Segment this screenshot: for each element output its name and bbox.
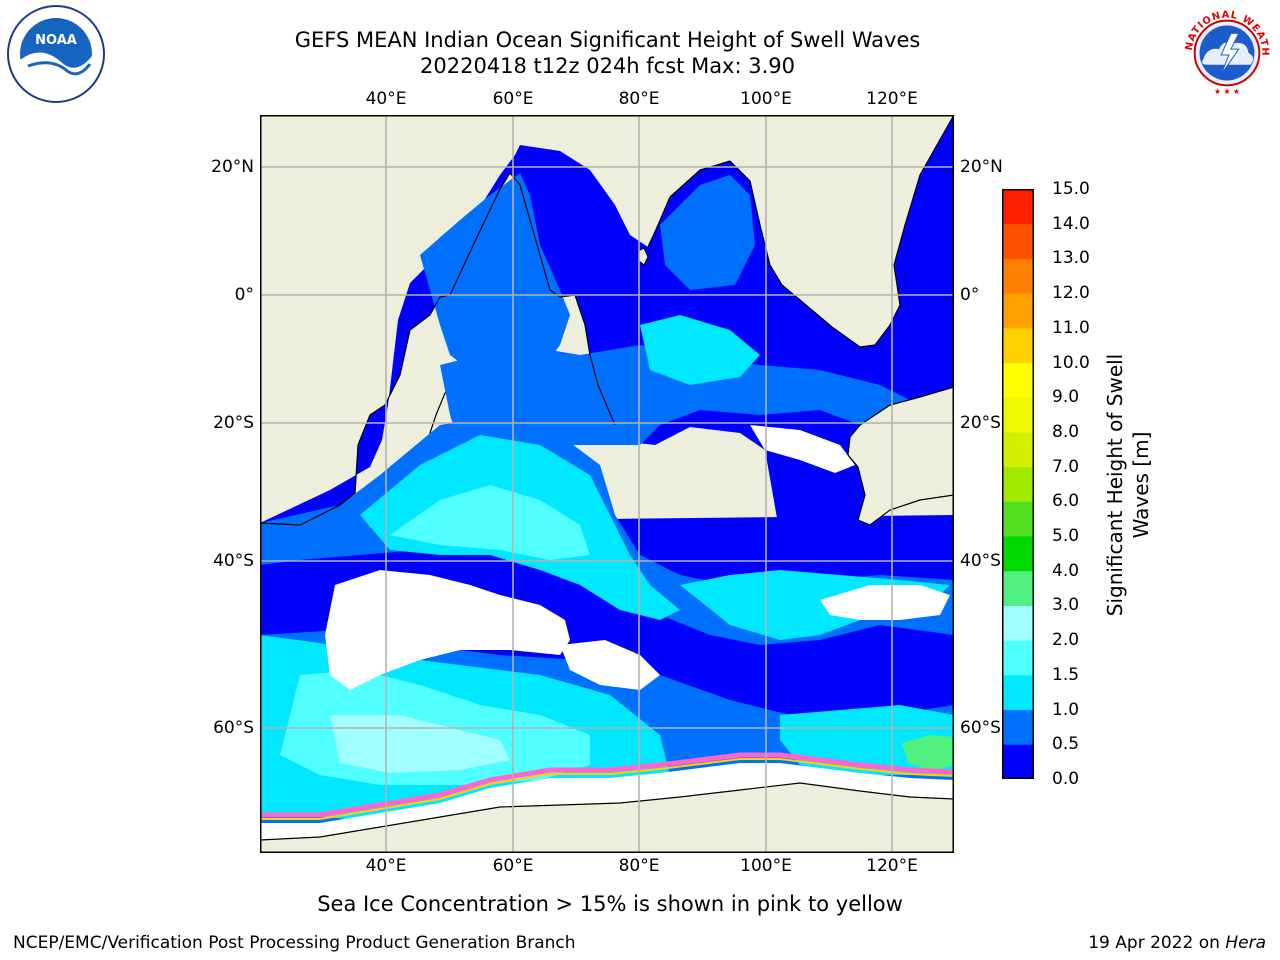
swell-height-map bbox=[260, 115, 954, 853]
sea-ice-edge bbox=[260, 752, 954, 818]
africa-coast bbox=[260, 171, 551, 526]
lat-tick-left: 40°S bbox=[213, 551, 254, 571]
colorbar-bin bbox=[1002, 327, 1034, 364]
swell-2.0-patch bbox=[330, 715, 510, 773]
nws-logo-icon: NATIONAL WEATHER SERVICE ★ ★ ★ bbox=[1178, 4, 1274, 100]
colorbar-tick-label: 8.0 bbox=[1052, 421, 1080, 442]
australia bbox=[847, 386, 954, 526]
lon-tick-top: 40°E bbox=[365, 89, 407, 109]
noaa-logo-text: NOAA bbox=[35, 33, 77, 48]
colorbar-tick-label: 4.0 bbox=[1052, 560, 1080, 581]
colorbar-bin bbox=[1002, 223, 1034, 259]
colorbar-bin bbox=[1002, 605, 1034, 641]
swell-0.5-north bbox=[420, 173, 570, 375]
colorbar-bin bbox=[1002, 466, 1034, 502]
swell-1.0-central bbox=[640, 315, 760, 385]
colorbar-bin bbox=[1002, 709, 1034, 745]
colorbar-tick-label: 12.0 bbox=[1052, 283, 1090, 304]
svg-text:★ ★ ★: ★ ★ ★ bbox=[1214, 87, 1240, 96]
sea-ice-footnote: Sea Ice Concentration > 15% is shown in … bbox=[317, 892, 903, 916]
colorbar-tick-label: 15.0 bbox=[1052, 179, 1090, 199]
credit-text: NCEP/EMC/Verification Post Processing Pr… bbox=[13, 933, 576, 953]
swell-0.5-bay bbox=[660, 175, 755, 290]
antarctica-coast bbox=[260, 782, 954, 853]
lon-tick-top: 60°E bbox=[492, 89, 534, 109]
colorbar-bin bbox=[1002, 674, 1034, 711]
lon-tick-bottom: 80°E bbox=[618, 856, 660, 876]
lon-tick-bottom: 100°E bbox=[740, 856, 792, 876]
colorbar-tick-label: 1.5 bbox=[1052, 664, 1080, 685]
colorbar-bin bbox=[1002, 362, 1034, 398]
colorbar-bin bbox=[1002, 293, 1034, 329]
asia-coast bbox=[549, 115, 954, 426]
lon-tick-bottom: 40°E bbox=[365, 856, 407, 876]
lon-tick-bottom: 60°E bbox=[492, 856, 534, 876]
swell-0.5-central bbox=[440, 345, 910, 445]
map-title: GEFS MEAN Indian Ocean Significant Heigh… bbox=[294, 28, 921, 52]
lat-tick-left: 20°S bbox=[213, 413, 254, 433]
colorbar-tick-label: 0.5 bbox=[1052, 734, 1080, 755]
colorbar-bin bbox=[1002, 640, 1034, 676]
colorbar-tick-label: 1.0 bbox=[1052, 699, 1080, 720]
colorbar-bin bbox=[1002, 570, 1034, 606]
colorbar-bin bbox=[1002, 189, 1034, 225]
colorbar-tick-label: 10.0 bbox=[1052, 352, 1090, 373]
swell-1.5-patch bbox=[390, 485, 590, 560]
no-data-region-2 bbox=[820, 585, 950, 620]
swell-2.5-patch bbox=[902, 735, 954, 771]
colorbar-bin bbox=[1002, 744, 1034, 779]
colorbar-bin bbox=[1002, 431, 1034, 468]
lat-tick-right: 60°S bbox=[960, 718, 1001, 738]
colorbar-tick-label: 3.0 bbox=[1052, 595, 1080, 616]
lon-tick-top: 100°E bbox=[740, 89, 792, 109]
no-data-region-3 bbox=[560, 640, 660, 690]
colorbar-tick-label: 0.0 bbox=[1052, 769, 1080, 789]
lon-tick-top: 120°E bbox=[866, 89, 918, 109]
colorbar bbox=[1002, 189, 1034, 779]
lat-tick-right: 20°S bbox=[960, 413, 1001, 433]
date-stamp: 19 Apr 2022 on Hera bbox=[1088, 933, 1266, 953]
lat-tick-left: 0° bbox=[234, 285, 254, 305]
colorbar-tick-label: 6.0 bbox=[1052, 491, 1080, 512]
colorbar-bin bbox=[1002, 501, 1034, 537]
colorbar-tick-label: 14.0 bbox=[1052, 213, 1090, 234]
lat-tick-right: 0° bbox=[960, 285, 980, 305]
lat-tick-right: 20°N bbox=[960, 157, 1003, 177]
lon-tick-bottom: 120°E bbox=[866, 856, 918, 876]
noaa-logo-icon: NOAA bbox=[7, 5, 105, 103]
colorbar-title: Significant Height of Swell Waves [m] bbox=[1103, 353, 1153, 617]
colorbar-tick-label: 13.0 bbox=[1052, 248, 1090, 269]
colorbar-tick-label: 7.0 bbox=[1052, 456, 1080, 477]
colorbar-tick-label: 2.0 bbox=[1052, 630, 1080, 651]
lat-tick-left: 60°S bbox=[213, 718, 254, 738]
lat-tick-left: 20°N bbox=[211, 157, 254, 177]
colorbar-tick-label: 5.0 bbox=[1052, 526, 1080, 547]
lat-tick-right: 40°S bbox=[960, 551, 1001, 571]
map-subtitle: 20220418 t12z 024h fcst Max: 3.90 bbox=[420, 54, 795, 78]
colorbar-bin bbox=[1002, 258, 1034, 294]
no-data-region-4 bbox=[750, 425, 855, 473]
map-border bbox=[260, 115, 954, 853]
sea-ice-edge-yellow bbox=[260, 758, 954, 820]
graticule bbox=[260, 115, 954, 853]
colorbar-tick-label: 11.0 bbox=[1052, 317, 1090, 338]
colorbar-bin bbox=[1002, 397, 1034, 433]
lon-tick-top: 80°E bbox=[618, 89, 660, 109]
colorbar-bin bbox=[1002, 536, 1034, 572]
colorbar-tick-label: 9.0 bbox=[1052, 387, 1080, 408]
